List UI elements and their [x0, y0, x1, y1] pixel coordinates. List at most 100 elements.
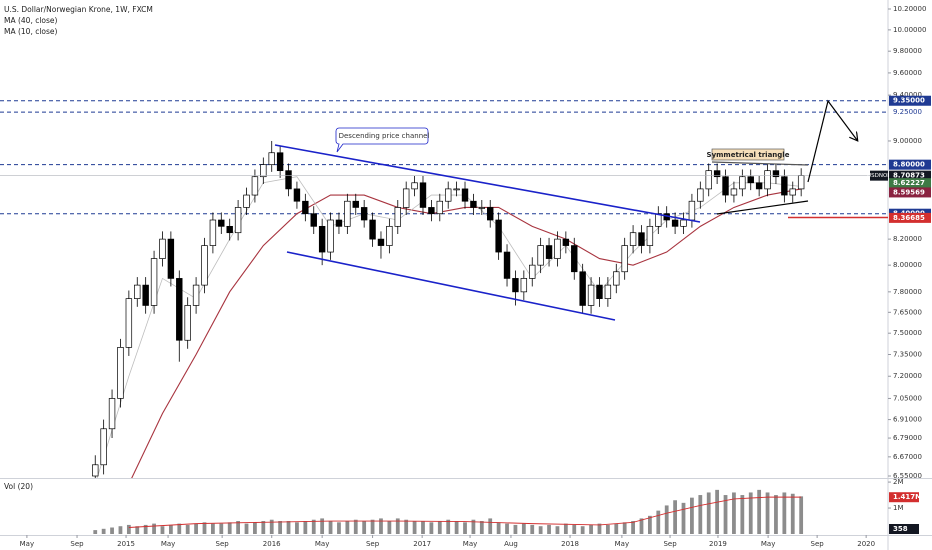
volume-bar — [437, 521, 442, 534]
volume-bar — [143, 524, 148, 534]
price-label: 8.59569 — [893, 188, 925, 196]
candle-body — [176, 278, 183, 341]
volume-bar — [547, 524, 551, 534]
candle-body — [419, 182, 427, 208]
y-tick-label: 7.50000 — [893, 329, 922, 337]
volume-bar — [757, 489, 762, 534]
y-tick-label: 9.60000 — [893, 69, 922, 77]
x-tick-label: May — [761, 540, 775, 548]
candle-body — [554, 238, 561, 259]
volume-bar — [261, 521, 266, 534]
candle-body — [360, 207, 368, 221]
y-tick-label: 8.00000 — [893, 261, 922, 269]
candle-body — [243, 194, 250, 208]
candle-body — [604, 284, 612, 299]
candle-body — [713, 170, 721, 178]
candle-body — [436, 200, 444, 215]
x-tick-label: Sep — [216, 540, 230, 548]
volume-bar — [185, 524, 190, 534]
volume-bar — [622, 522, 627, 534]
candle-body — [764, 170, 771, 190]
candle-body — [755, 182, 763, 190]
volume-bar — [513, 524, 518, 534]
level-label-box — [889, 95, 931, 106]
volume-bar — [614, 523, 619, 534]
volume-tick-label: 1M — [893, 504, 904, 512]
volume-label: 358 — [893, 525, 908, 533]
volume-bar — [387, 521, 392, 534]
price-label-box — [889, 170, 931, 181]
volume-label-box — [889, 524, 919, 534]
volume-bar — [589, 524, 593, 534]
volume-bar — [555, 526, 560, 534]
volume-bar — [328, 521, 333, 534]
candle-body — [646, 225, 654, 246]
candle-body — [470, 200, 477, 208]
volume-bar — [236, 521, 240, 534]
x-tick-label: 2015 — [117, 540, 135, 548]
channel-lower — [286, 251, 616, 321]
candle-body — [789, 188, 796, 196]
y-tick-label: 7.05000 — [893, 394, 922, 402]
candle-body — [369, 219, 376, 240]
volume-bar — [286, 521, 291, 534]
price-label-box — [889, 187, 931, 198]
candle-body — [150, 258, 158, 306]
volume-bar — [211, 523, 215, 534]
candle-body — [495, 219, 502, 253]
candle-body — [276, 152, 284, 172]
volume-bar — [597, 523, 602, 534]
volume-bar — [782, 492, 787, 534]
volume-bar — [631, 521, 635, 534]
volume-bar — [370, 519, 375, 534]
x-tick-label: Sep — [663, 540, 677, 548]
annotation: Symmetrical triangle — [707, 151, 790, 159]
candle-body — [730, 188, 738, 196]
volume-bar — [311, 519, 316, 534]
level-label: 9.25000 — [893, 108, 922, 116]
callout-box — [335, 127, 429, 153]
volume-tick-label: 2M — [893, 478, 904, 486]
volume-bar — [194, 523, 198, 534]
candle-body — [545, 245, 553, 259]
volume-bar — [521, 523, 526, 534]
volume-bar — [320, 518, 325, 534]
volume-bar — [748, 492, 753, 534]
y-tick-label: 7.20000 — [893, 372, 922, 380]
candle-body — [226, 225, 233, 234]
candle-body — [621, 245, 628, 273]
volume-bar — [530, 524, 535, 534]
volume-bar — [160, 526, 165, 534]
y-tick-label: 9.80000 — [893, 47, 922, 55]
candle-body — [251, 176, 259, 196]
candle-body — [285, 170, 292, 190]
price-label-box — [889, 178, 931, 189]
volume-bar — [337, 522, 341, 534]
candle-body — [134, 284, 141, 299]
candle-body — [268, 152, 275, 166]
axes: 10.20000 10.00000 9.80000 9.60000 9.40000 9.0… — [20, 5, 931, 548]
volume-bar — [732, 492, 736, 534]
y-tick-label: 6.91000 — [893, 416, 922, 424]
volume-bar — [362, 521, 367, 534]
volume-label: 1.417M — [893, 493, 922, 501]
candle-body — [167, 238, 175, 279]
candle-body — [461, 188, 469, 202]
volume-bar — [774, 495, 778, 534]
y-tick-label: 9.00000 — [893, 137, 922, 145]
candle-body — [344, 200, 351, 227]
candle-body — [310, 213, 317, 227]
y-tick-label: 10.20000 — [893, 5, 926, 13]
symbol-label: USDNOK — [867, 173, 891, 179]
candle-body — [671, 219, 679, 227]
candle-body — [747, 176, 754, 184]
volume-bar — [295, 522, 299, 534]
volume-bar — [698, 495, 703, 534]
volume-bar — [93, 530, 98, 534]
y-tick-label: 7.80000 — [893, 288, 922, 296]
volume-bar — [168, 524, 173, 534]
volume-bar — [269, 519, 274, 534]
candle-body — [772, 170, 780, 178]
